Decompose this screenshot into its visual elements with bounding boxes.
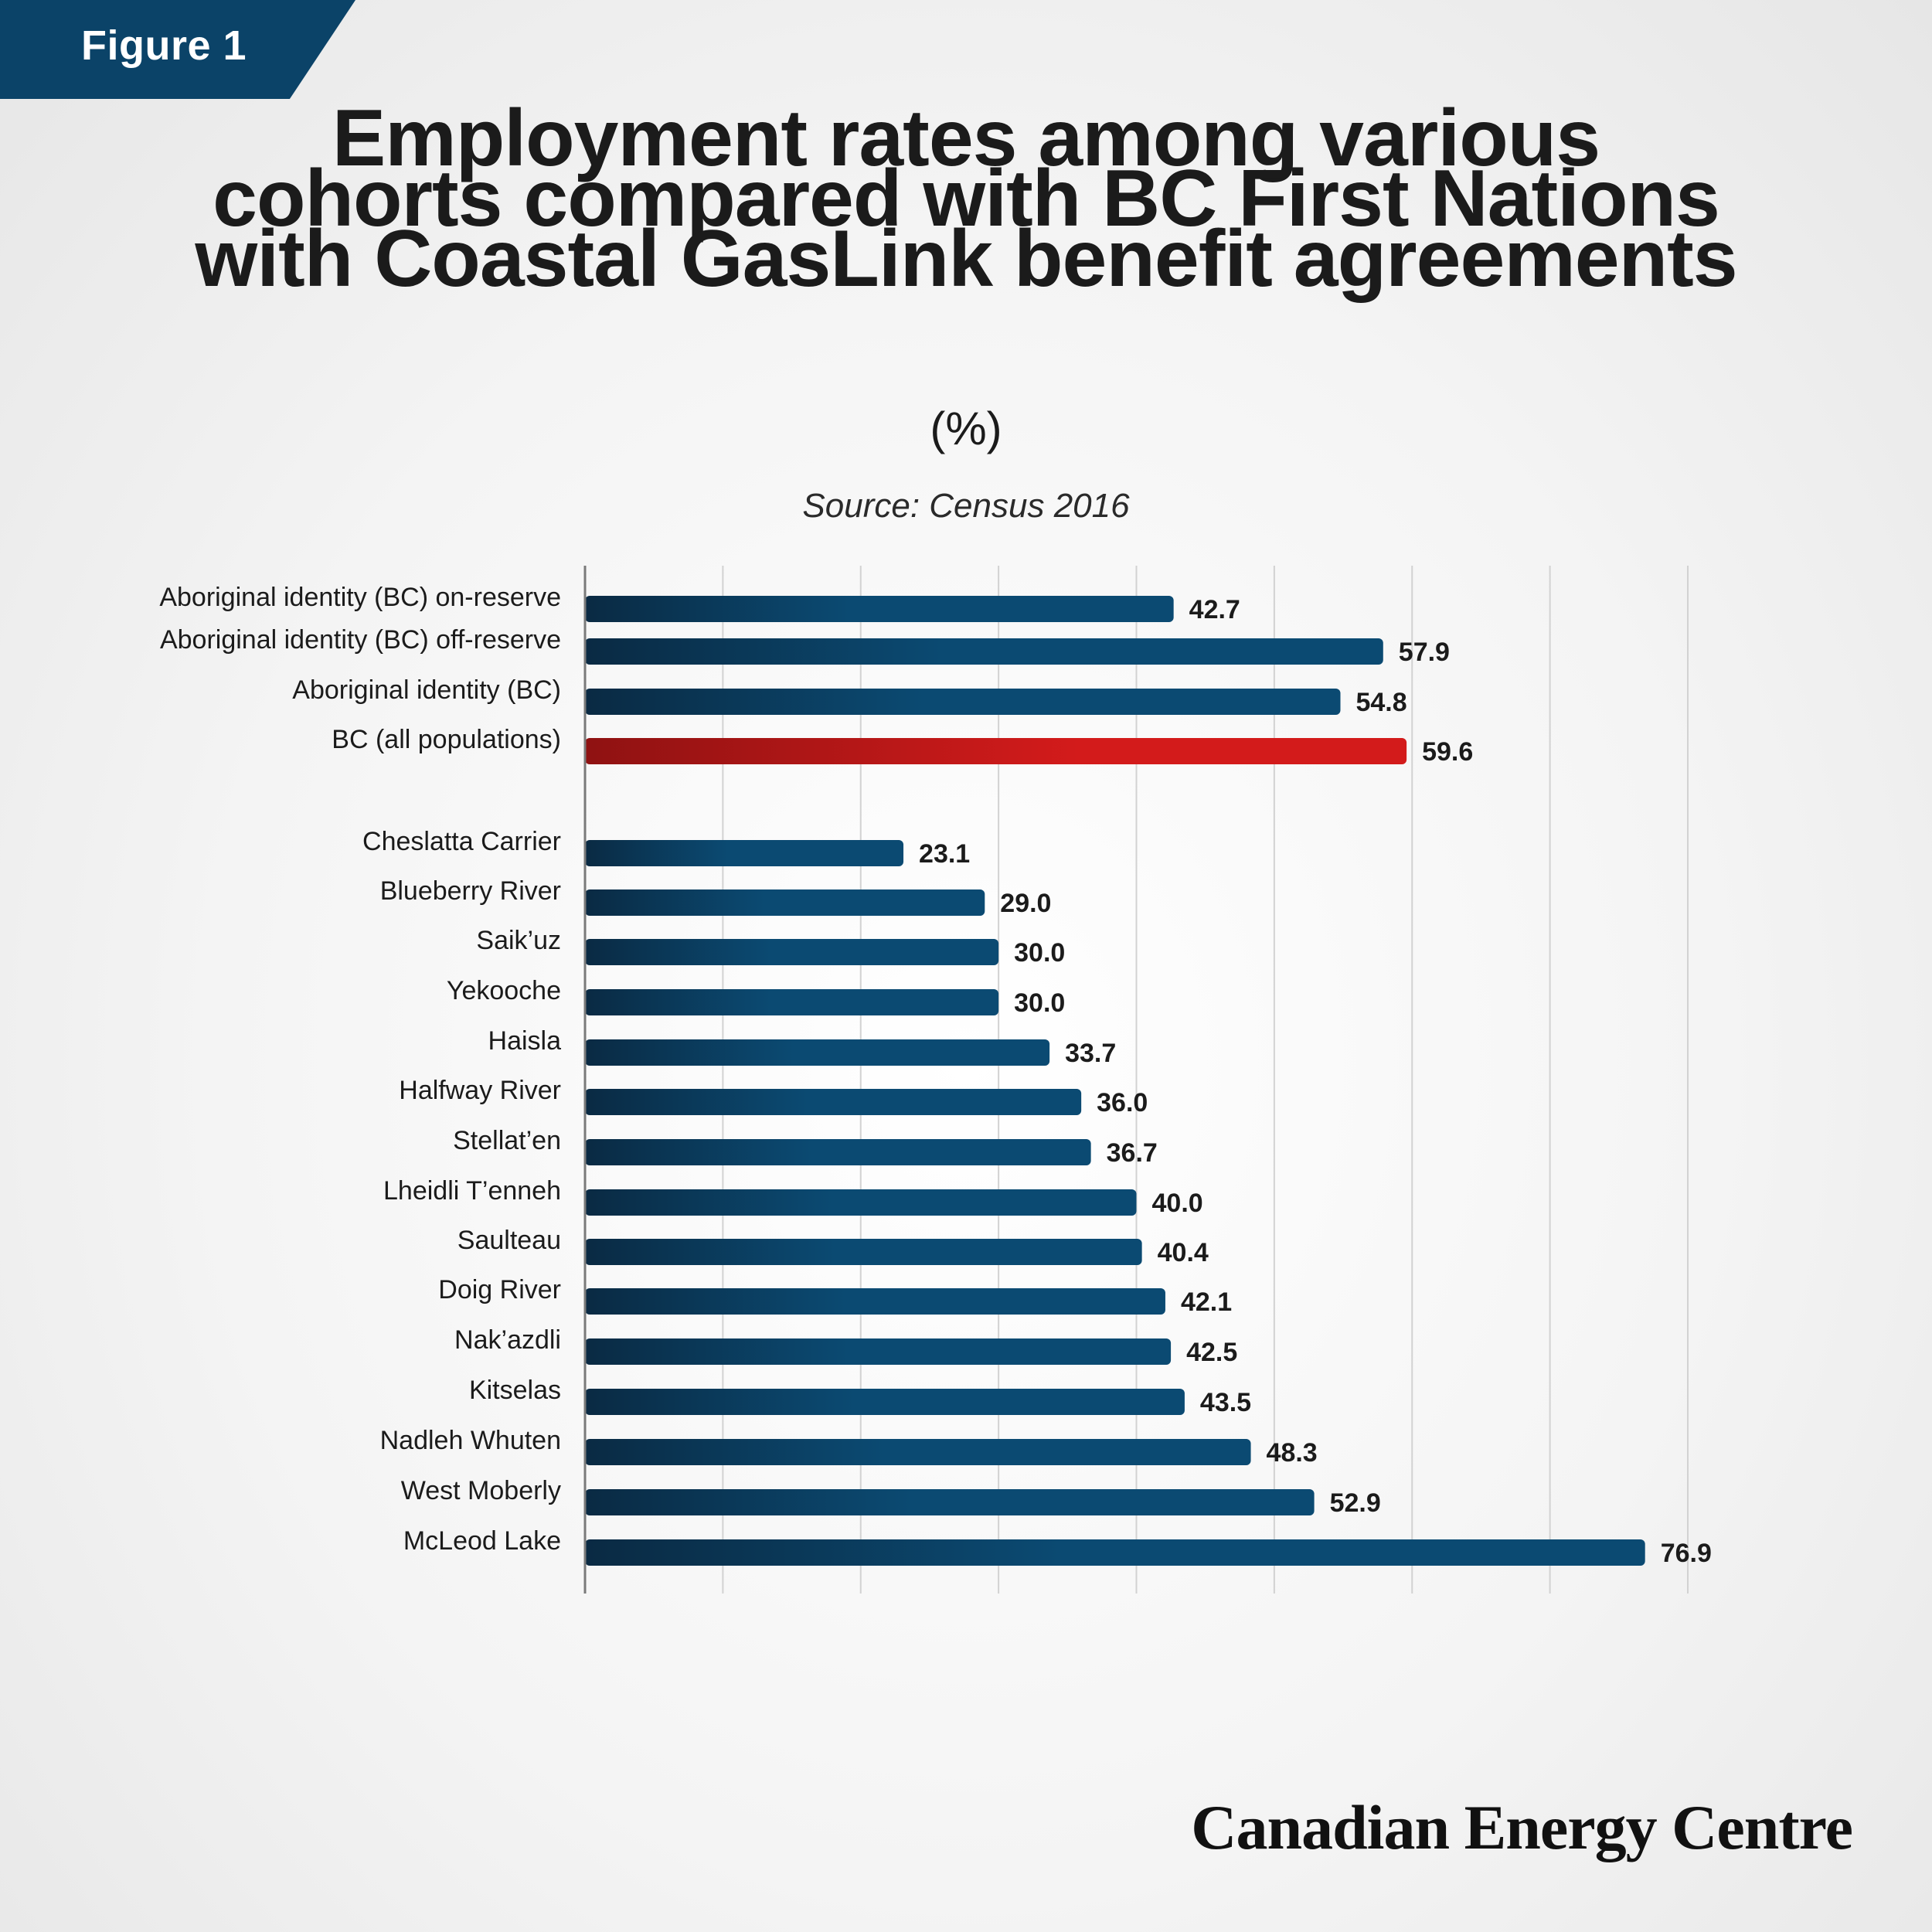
bar <box>585 989 999 1015</box>
category-label: Yekooche <box>447 976 561 1005</box>
category-label: West Moberly <box>401 1476 561 1505</box>
bar <box>585 1089 1082 1115</box>
value-label: 30.0 <box>1014 938 1065 968</box>
value-label: 54.8 <box>1355 688 1406 717</box>
brand-logo: Canadian Energy Centre <box>1191 1792 1853 1862</box>
category-label: Nadleh Whuten <box>380 1426 561 1455</box>
chart-unit: (%) <box>930 403 1002 454</box>
value-label: 29.0 <box>1000 889 1051 918</box>
category-label: Cheslatta Carrier <box>362 827 561 856</box>
value-label: 42.7 <box>1189 595 1240 624</box>
chart-title-line-1: Employment rates among various <box>332 94 1600 183</box>
category-label: Aboriginal identity (BC) on-reserve <box>159 583 561 612</box>
category-label: Halfway River <box>399 1076 561 1105</box>
gridlines <box>722 566 1689 1594</box>
bar <box>585 596 1174 622</box>
value-label: 40.4 <box>1158 1238 1209 1267</box>
category-label: Aboriginal identity (BC) <box>292 675 561 705</box>
value-label: 76.9 <box>1661 1539 1712 1568</box>
bar <box>585 1139 1091 1165</box>
category-label: Kitselas <box>469 1376 561 1405</box>
value-label: 57.9 <box>1399 638 1450 667</box>
value-label: 42.5 <box>1186 1338 1237 1367</box>
value-label: 36.0 <box>1097 1088 1148 1117</box>
bar <box>585 1389 1185 1415</box>
value-label: 30.0 <box>1014 988 1065 1018</box>
chart-title: Employment rates among various cohorts c… <box>0 94 1932 304</box>
bar <box>585 1039 1050 1066</box>
value-label: 40.0 <box>1152 1189 1203 1218</box>
value-label: 52.9 <box>1330 1488 1381 1518</box>
bar <box>585 1489 1315 1515</box>
bar <box>585 939 999 965</box>
value-label: 23.1 <box>919 839 970 869</box>
bar <box>585 638 1383 665</box>
bar <box>585 1288 1165 1315</box>
value-label: 48.3 <box>1267 1438 1318 1468</box>
category-label: Doig River <box>438 1275 561 1304</box>
bar <box>585 840 904 866</box>
category-label: Blueberry River <box>380 876 561 906</box>
bar <box>585 689 1341 715</box>
chart-source: Source: Census 2016 <box>802 487 1130 525</box>
bar <box>585 1239 1142 1265</box>
category-label: Stellat’en <box>453 1126 561 1155</box>
bar-highlight <box>585 738 1407 764</box>
category-label: Saulteau <box>457 1226 561 1255</box>
bar <box>585 1189 1137 1216</box>
value-label: 59.6 <box>1422 737 1473 767</box>
category-label: Aboriginal identity (BC) off-reserve <box>160 625 561 655</box>
bar <box>585 1539 1645 1566</box>
chart-title-line-2: cohorts compared with BC First Nations <box>213 154 1720 243</box>
bar <box>585 1338 1172 1365</box>
value-label: 43.5 <box>1200 1388 1251 1417</box>
bars: Aboriginal identity (BC) on-reserve 42.7 A… <box>159 583 1712 1568</box>
category-label: BC (all populations) <box>332 725 561 754</box>
figure-tab: Figure 1 <box>0 0 355 99</box>
category-label: Haisla <box>488 1026 562 1056</box>
value-label: 33.7 <box>1065 1039 1116 1068</box>
category-label: Saik’uz <box>476 926 561 955</box>
value-label: 36.7 <box>1107 1138 1158 1168</box>
category-label: McLeod Lake <box>403 1526 561 1556</box>
bar <box>585 1439 1251 1465</box>
value-label: 42.1 <box>1181 1287 1232 1317</box>
category-label: Lheidli T’enneh <box>383 1176 561 1206</box>
category-label: Nak’azdli <box>454 1325 561 1355</box>
bar <box>585 889 985 916</box>
chart-title-line-3: with Coastal GasLink benefit agreements <box>195 214 1737 304</box>
figure-label: Figure 1 <box>81 22 247 69</box>
